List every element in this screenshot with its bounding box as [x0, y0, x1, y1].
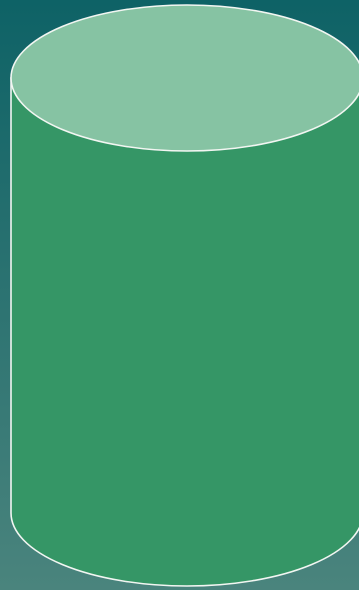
- cylinder-top-face: [10, 4, 359, 152]
- cylinder-body: [10, 77, 359, 587]
